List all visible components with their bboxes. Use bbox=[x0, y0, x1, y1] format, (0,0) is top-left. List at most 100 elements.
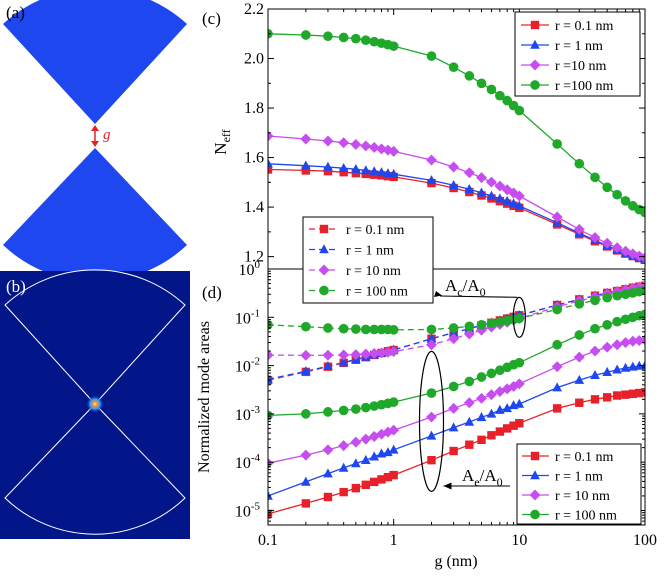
d-solid-data-point bbox=[590, 323, 600, 334]
panel-d: (d) 10-5 10-4 10-3 10-2 10-1 100 0.1 1 10 100 No… bbox=[196, 216, 657, 570]
d-legend-dashed-label: r = 1 nm bbox=[346, 244, 394, 259]
d-solid-data-point bbox=[338, 440, 350, 452]
d-solid-data-point bbox=[377, 475, 386, 484]
d-dashed-data-point bbox=[476, 319, 487, 330]
c-data-point bbox=[388, 41, 399, 51]
d-dashed-data-point bbox=[350, 349, 362, 361]
d-dashed-data-point bbox=[338, 357, 349, 367]
c-data-point bbox=[476, 78, 487, 89]
d-solid-data-point bbox=[552, 382, 562, 392]
d-solid-data-point bbox=[509, 421, 518, 430]
d-dashed-data-point bbox=[620, 289, 631, 300]
d-solid-data-point bbox=[368, 431, 380, 442]
d-dashed-data-point bbox=[602, 292, 613, 303]
d-legend-dashed-marker bbox=[319, 224, 329, 234]
d-dashed-data-point bbox=[338, 323, 349, 334]
ac-ellipse bbox=[512, 296, 526, 338]
d-legend-solid-marker bbox=[530, 451, 540, 461]
ac-label: Ac/A0 bbox=[445, 276, 486, 299]
d-solid-data-point bbox=[351, 483, 361, 493]
d-solid-data-point bbox=[575, 398, 584, 407]
c-data-point bbox=[589, 232, 601, 244]
c-data-point bbox=[495, 90, 505, 101]
c-data-point bbox=[388, 145, 400, 157]
panel-a: g (a) bbox=[3, 0, 187, 282]
d-ytick-label: 10-5 bbox=[235, 500, 261, 520]
d-solid-data-point bbox=[360, 454, 371, 464]
d-solid-data-point bbox=[514, 357, 525, 368]
d-solid-data-point bbox=[573, 351, 585, 363]
c-series-line bbox=[268, 135, 645, 259]
c-data-point bbox=[338, 32, 349, 43]
bowtie-top-outline bbox=[4, 269, 186, 405]
d-solid-data-point bbox=[361, 480, 370, 489]
c-data-point bbox=[268, 165, 273, 174]
gap-symbol: g bbox=[103, 127, 111, 143]
d-solid-data-point bbox=[612, 391, 622, 400]
d-solid-data-point bbox=[300, 476, 311, 486]
c-data-point bbox=[300, 133, 312, 145]
d-solid-data-point bbox=[369, 401, 380, 411]
d-solid-data-point bbox=[350, 436, 362, 448]
ac-arrow-head bbox=[434, 291, 442, 297]
panel-d-label: (d) bbox=[202, 283, 222, 302]
d-ytick-label: 10-3 bbox=[235, 404, 261, 424]
d-ytick-label: 10-2 bbox=[235, 356, 260, 376]
c-legend-marker bbox=[529, 59, 541, 71]
d-dashed-series-line bbox=[268, 289, 645, 331]
c-series-line bbox=[268, 33, 645, 214]
d-solid-data-point bbox=[487, 431, 496, 440]
c-data-point bbox=[300, 30, 311, 40]
c-data-point bbox=[573, 223, 585, 235]
d-dashed-data-point bbox=[426, 339, 437, 351]
c-data-point bbox=[323, 166, 333, 176]
d-xtick-label: 0.1 bbox=[258, 532, 278, 549]
c-data-point bbox=[360, 35, 371, 46]
d-solid-data-point bbox=[620, 314, 631, 325]
d-legend-dashed-marker bbox=[319, 285, 329, 296]
gap-arrow-head-top bbox=[91, 125, 99, 131]
panel-b: (b) bbox=[0, 269, 190, 539]
c-data-point bbox=[369, 36, 380, 47]
d-solid-data-point bbox=[369, 451, 380, 461]
panel-a-label: (a) bbox=[6, 3, 25, 22]
d-solid-data-point bbox=[486, 408, 497, 418]
c-data-point bbox=[360, 165, 371, 175]
c-data-point bbox=[323, 31, 333, 42]
d-solid-series-line bbox=[268, 364, 645, 497]
c-data-point bbox=[464, 184, 475, 194]
d-solid-data-point bbox=[494, 386, 506, 398]
c-data-point bbox=[463, 167, 475, 179]
c-data-point bbox=[514, 200, 525, 210]
c-data-point bbox=[338, 162, 349, 172]
d-solid-data-point bbox=[620, 362, 631, 372]
d-solid-data-point bbox=[426, 430, 437, 440]
bowtie-top-sector bbox=[3, 0, 187, 124]
d-solid-data-point bbox=[389, 470, 398, 480]
d-legend-solid-label: r = 0.1 nm bbox=[555, 450, 614, 465]
d-dashed-data-point bbox=[552, 304, 562, 315]
d-solid-data-point bbox=[515, 419, 524, 428]
c-data-point bbox=[448, 62, 459, 73]
d-solid-data-point bbox=[268, 490, 273, 500]
c-data-point bbox=[268, 158, 273, 168]
d-solid-data-point bbox=[339, 487, 348, 497]
c-data-point bbox=[360, 140, 372, 152]
panel-c-legend: r = 0.1 nm r = 1 nm r =10 nm r =100 nm bbox=[514, 11, 641, 97]
d-solid-data-point bbox=[448, 402, 460, 414]
d-solid-data-point bbox=[477, 435, 486, 445]
d-solid-data-point bbox=[620, 337, 631, 349]
d-solid-data-point bbox=[612, 316, 622, 327]
c-data-point bbox=[448, 180, 459, 190]
d-legend-dashed-label: r = 10 nm bbox=[346, 264, 401, 279]
d-solid-data-point bbox=[621, 390, 630, 399]
d-solid-data-point bbox=[601, 341, 613, 353]
c-data-point bbox=[300, 160, 311, 170]
c-data-point bbox=[376, 167, 387, 177]
c-data-point bbox=[602, 182, 613, 193]
d-dashed-data-point bbox=[574, 299, 585, 309]
d-solid-data-point bbox=[602, 319, 613, 330]
d-solid-data-point bbox=[338, 462, 349, 472]
d-dashed-data-point bbox=[426, 324, 437, 335]
